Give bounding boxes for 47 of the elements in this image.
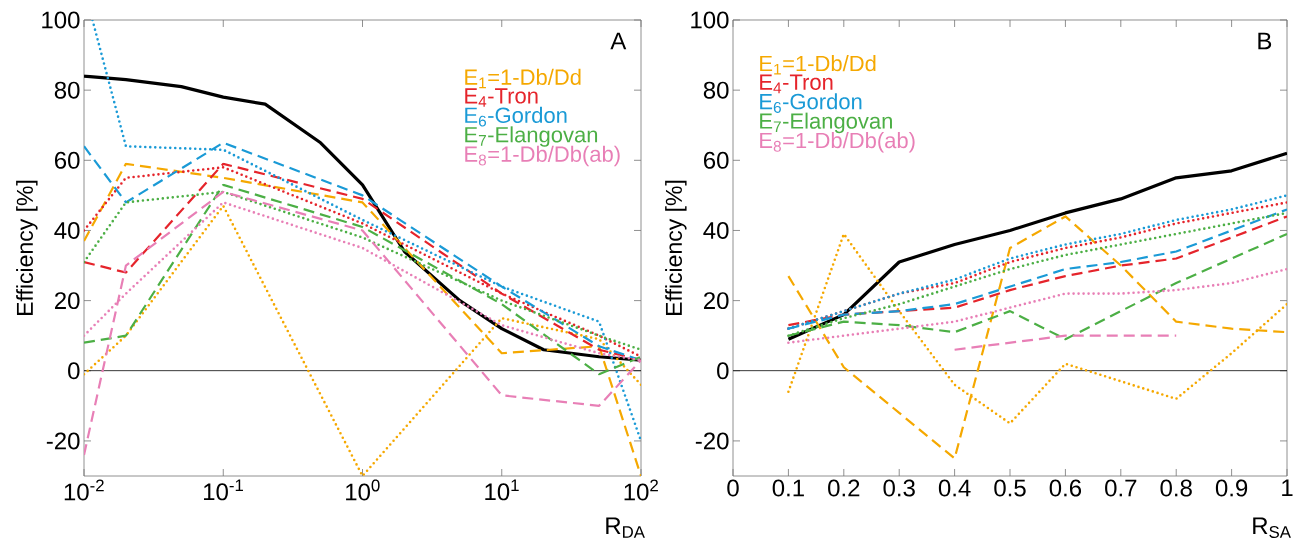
- text: E$_{7}$-Elangovan: [760, 112, 892, 134]
- y-axis-title: Efficiency [%]: [665, 180, 687, 315]
- x-axis-title: R$_{DA}$: [606, 517, 645, 538]
- y-tick-label: 20: [54, 292, 80, 310]
- text: E$_{4}$-Tron: [465, 88, 538, 107]
- x-tick-label: 0.8: [1160, 479, 1192, 497]
- y-tick-label: 40: [54, 221, 80, 239]
- x-tick-label: 10$^{-1}$: [204, 479, 243, 501]
- y-tick-label: 100: [42, 11, 80, 29]
- text: E$_{1}$=1-Db/Dd: [465, 68, 581, 89]
- x-tick-label: 0.2: [828, 479, 860, 497]
- x-tick-label: 0.1: [772, 479, 804, 497]
- y-tick-label: 100: [691, 11, 729, 29]
- x-tick-label: 10$^{0}$: [346, 479, 380, 501]
- y-tick-label: 60: [704, 151, 729, 169]
- annotation: B: [1258, 32, 1272, 50]
- y-tick-label: -20: [46, 432, 80, 450]
- y-tick-label: -20: [695, 432, 729, 450]
- text: E$_{8}$=1-Db/Db(ab): [465, 145, 620, 167]
- x-tick-label: 0.7: [1105, 479, 1137, 497]
- x-tick-label: 0.9: [1215, 479, 1248, 497]
- x-tick-label: 0.3: [883, 479, 915, 497]
- y-axis-title: Efficiency [%]: [16, 180, 38, 315]
- annotation: A: [610, 32, 627, 50]
- line-series: [786, 151, 1288, 341]
- line-series: [787, 267, 1288, 345]
- text: E$_{7}$-Elangovan: [465, 126, 598, 147]
- x-tick-label: 10$^{-2}$: [64, 479, 104, 501]
- y-tick-label: 0: [68, 362, 80, 380]
- text: E$_{4}$-Tron: [760, 74, 833, 94]
- x-tick-label: 10$^{1}$: [485, 479, 519, 501]
- x-tick-label: 0.6: [1049, 479, 1082, 497]
- text: E$_{1}$=1-Db/Dd: [760, 55, 876, 75]
- y-tick-label: 0: [717, 362, 729, 380]
- y-tick-label: 80: [703, 81, 729, 99]
- y-tick-label: 40: [703, 221, 729, 239]
- x-tick-label: 0.5: [994, 479, 1026, 497]
- y-tick-label: 20: [703, 292, 729, 310]
- x-tick-label: 10$^{2}$: [624, 479, 658, 501]
- text: E$_{8}$=1-Db/Db(ab): [760, 132, 915, 153]
- text: E$_{6}$-Gordon: [465, 106, 567, 127]
- x-axis-title: R$_{SA}$: [1253, 517, 1291, 538]
- x-tick-label: 1: [1282, 479, 1293, 497]
- y-tick-label: 60: [55, 151, 80, 169]
- text: E$_{6}$-Gordon: [760, 93, 862, 113]
- y-tick-label: 80: [54, 81, 80, 99]
- x-tick-label: 0.4: [938, 479, 971, 497]
